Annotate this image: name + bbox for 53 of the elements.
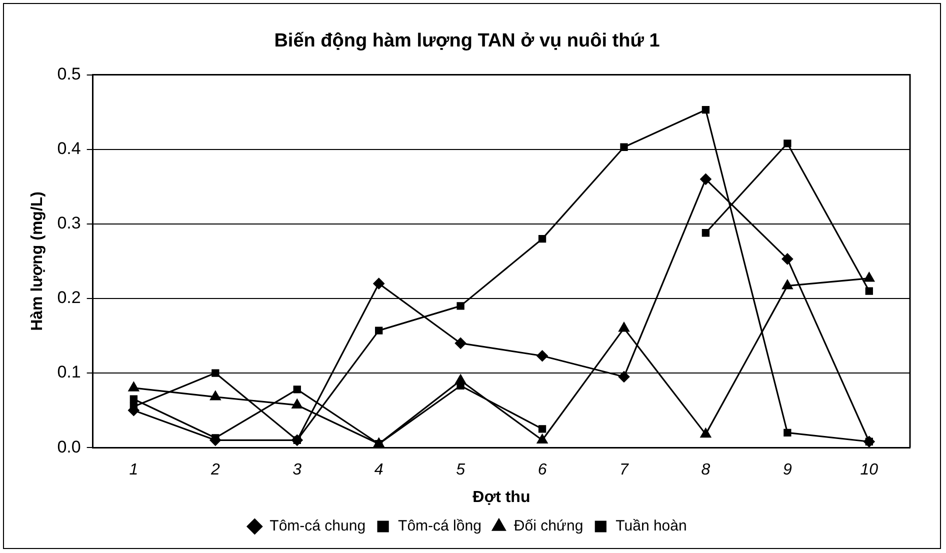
point [375,326,383,334]
point [784,428,792,437]
y-tick-label: 0.2 [57,288,81,308]
point [782,253,794,265]
x-tick-label: 8 [701,462,710,479]
point [210,390,221,400]
legend-label: Tuần hoàn [616,518,687,535]
x-tick-label: 10 [860,462,878,479]
point [536,434,548,444]
point [865,287,873,295]
point [864,272,875,282]
point [373,438,384,448]
y-tick-label: 0.0 [57,437,81,456]
point [212,369,220,377]
point [373,278,384,290]
point [538,235,546,243]
x-tick-label: 2 [210,462,220,479]
x-tick-label: 7 [620,462,630,479]
legend-label: Tôm-cá chung [270,518,366,535]
y-axis-title: Hàm lượng (mg/L) [29,191,46,331]
x-tick-label: 9 [782,462,792,479]
point [618,371,630,382]
x-tick-label: 6 [538,462,547,479]
point [782,280,793,290]
point [784,140,792,148]
x-tick-label: 1 [129,462,138,479]
y-tick-label: 0.3 [57,214,81,233]
point [536,350,548,362]
point [128,382,140,392]
legend-label: Đối chứng [514,518,584,535]
point [454,338,466,349]
y-tick-label: 0.4 [57,139,81,158]
point [700,428,712,438]
y-tick-label: 0.5 [57,64,81,84]
point [293,386,301,394]
y-tick-label: 0.1 [57,362,81,382]
point [456,302,464,310]
point [702,106,710,114]
legend-label: Tôm-cá lồng [398,518,482,535]
x-axis-title: Đợt thu [472,488,530,506]
point [292,398,303,408]
chart-title: Biến động hàm lượng TAN ở vụ nuôi thứ 1 [274,30,660,52]
x-tick-label: 5 [456,462,466,479]
point [700,174,712,185]
point [130,395,138,403]
point [455,374,466,384]
point [702,229,710,237]
x-tick-label: 3 [292,462,302,479]
point [620,143,628,151]
point [210,434,222,446]
point [618,322,630,332]
x-tick-label: 4 [374,462,384,479]
point [538,425,546,433]
